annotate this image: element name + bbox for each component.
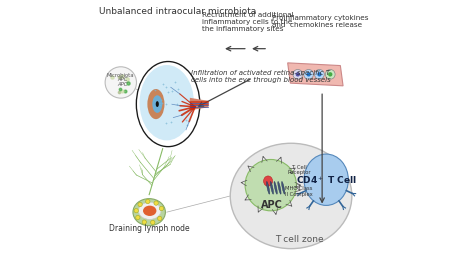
Text: Microbiota: Microbiota: [107, 73, 134, 78]
Ellipse shape: [137, 62, 199, 146]
Text: CD4$^+$ T Cell: CD4$^+$ T Cell: [296, 174, 356, 186]
Text: Unbalanced intraocular microbiota: Unbalanced intraocular microbiota: [99, 7, 256, 16]
Text: Or: Or: [296, 184, 302, 189]
Ellipse shape: [304, 154, 348, 205]
Text: Proinflammatory cytokines
and  chemokines release: Proinflammatory cytokines and chemokines…: [272, 15, 369, 28]
Ellipse shape: [270, 182, 273, 194]
Ellipse shape: [136, 61, 201, 147]
Ellipse shape: [138, 202, 161, 219]
Ellipse shape: [143, 206, 156, 216]
Text: Draining lymph node: Draining lymph node: [109, 224, 190, 233]
Text: Recruitment of additional
inflammatory cells to the
the inflammatory sites: Recruitment of additional inflammatory c…: [202, 12, 293, 32]
Circle shape: [134, 209, 138, 213]
Ellipse shape: [230, 143, 352, 249]
Circle shape: [317, 72, 321, 76]
Ellipse shape: [282, 182, 285, 194]
Circle shape: [328, 72, 332, 76]
Text: APC: APC: [118, 77, 128, 82]
Ellipse shape: [264, 176, 273, 186]
Ellipse shape: [245, 159, 296, 211]
Circle shape: [136, 215, 140, 220]
Circle shape: [306, 72, 311, 76]
Ellipse shape: [139, 65, 194, 140]
Circle shape: [304, 70, 313, 79]
Text: T Cell
Receptor: T Cell Receptor: [287, 165, 310, 175]
Text: APC: APC: [261, 200, 283, 210]
Ellipse shape: [156, 101, 159, 107]
Circle shape: [151, 220, 155, 225]
Text: T cell zone: T cell zone: [275, 235, 323, 244]
Ellipse shape: [147, 89, 164, 119]
Ellipse shape: [152, 95, 162, 113]
Ellipse shape: [274, 182, 277, 194]
Circle shape: [142, 220, 146, 224]
Ellipse shape: [133, 199, 165, 226]
Circle shape: [154, 201, 158, 205]
Ellipse shape: [266, 182, 270, 194]
Polygon shape: [190, 98, 209, 110]
Circle shape: [293, 70, 303, 79]
Circle shape: [296, 72, 300, 76]
Ellipse shape: [278, 182, 281, 194]
Text: MHC Class
II Complex: MHC Class II Complex: [285, 186, 313, 197]
Circle shape: [138, 202, 142, 207]
Text: APC: APC: [118, 82, 128, 87]
Circle shape: [159, 206, 164, 211]
Polygon shape: [288, 63, 343, 86]
Circle shape: [157, 216, 162, 221]
Circle shape: [105, 67, 137, 98]
Circle shape: [146, 199, 150, 204]
Text: Infiltration of activated retina-specific T
cells into the eye through blood ves: Infiltration of activated retina-specifi…: [191, 70, 331, 84]
Circle shape: [315, 70, 324, 79]
Circle shape: [325, 70, 335, 79]
